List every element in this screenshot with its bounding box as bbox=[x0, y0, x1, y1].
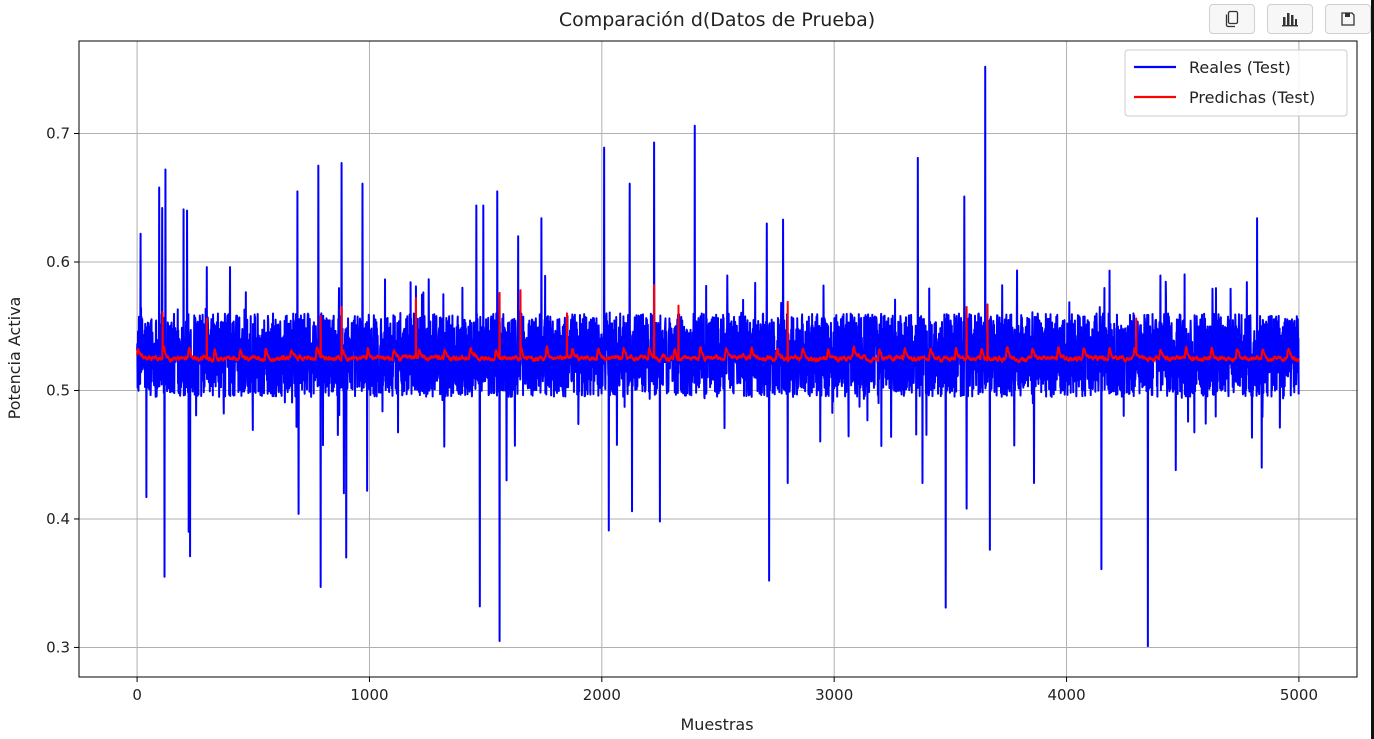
x-axis-label: Muestras bbox=[680, 715, 753, 734]
y-tick-label: 0.3 bbox=[46, 638, 70, 656]
series-layer bbox=[136, 65, 1300, 648]
y-tick-label: 0.5 bbox=[46, 381, 70, 399]
bar-chart-icon bbox=[1282, 13, 1298, 27]
x-tick-label: 1000 bbox=[350, 686, 388, 704]
figure-toolbar bbox=[1209, 4, 1371, 34]
legend-label-predichas: Predichas (Test) bbox=[1189, 88, 1315, 107]
legend: Reales (Test) Predichas (Test) bbox=[1124, 49, 1348, 117]
save-icon bbox=[1341, 12, 1355, 26]
x-tick-label: 3000 bbox=[815, 686, 853, 704]
window-edge bbox=[1371, 0, 1374, 739]
x-tick-label: 2000 bbox=[583, 686, 621, 704]
y-tick-label: 0.7 bbox=[46, 125, 70, 143]
y-tick-label: 0.4 bbox=[46, 510, 70, 528]
legend-label-reales: Reales (Test) bbox=[1189, 58, 1291, 77]
x-tick-label: 5000 bbox=[1280, 686, 1318, 704]
y-axis-label: Potencia Activa bbox=[5, 297, 24, 420]
y-tick-label: 0.6 bbox=[46, 253, 70, 271]
copy-icon bbox=[1225, 10, 1239, 28]
x-tick-label: 0 bbox=[132, 686, 142, 704]
axis-ticks: 0 1000 2000 3000 4000 5000 0.3 0.4 0.5 0.6 0.7 bbox=[46, 125, 1318, 704]
save-button[interactable] bbox=[1325, 4, 1371, 34]
series-line-predichas bbox=[136, 284, 1300, 364]
copy-button[interactable] bbox=[1209, 4, 1255, 34]
plot-frame bbox=[78, 40, 1358, 678]
chart-title: Comparación d(Datos de Prueba) bbox=[559, 9, 875, 31]
x-tick-label: 4000 bbox=[1047, 686, 1085, 704]
legend-box bbox=[1124, 49, 1348, 117]
chart-button[interactable] bbox=[1267, 4, 1313, 34]
